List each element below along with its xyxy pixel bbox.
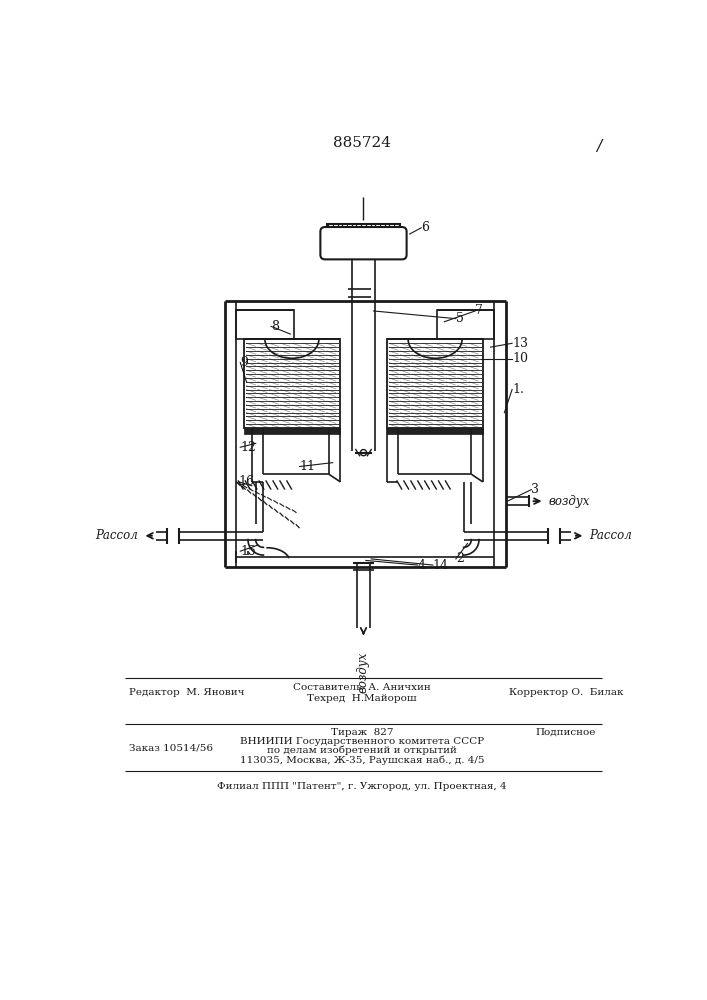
Text: воздух: воздух	[549, 495, 590, 508]
Text: 11: 11	[300, 460, 315, 473]
Text: 6: 6	[421, 221, 429, 234]
Text: Редактор  М. Янович: Редактор М. Янович	[129, 688, 244, 697]
Text: 7: 7	[475, 304, 483, 317]
Text: 8: 8	[271, 320, 279, 333]
Text: 14: 14	[433, 559, 449, 572]
Text: 885724: 885724	[333, 136, 391, 150]
Text: 16: 16	[239, 475, 255, 488]
Text: Филиал ППП "Патент", г. Ужгород, ул. Проектная, 4: Филиал ППП "Патент", г. Ужгород, ул. Про…	[217, 782, 507, 791]
Text: 1.: 1.	[512, 383, 524, 396]
Text: Корректор О.  Билак: Корректор О. Билак	[509, 688, 624, 697]
FancyBboxPatch shape	[320, 227, 407, 259]
Text: Составитель  А. Аничхин: Составитель А. Аничхин	[293, 683, 431, 692]
Text: 5: 5	[456, 312, 464, 325]
Text: воздух: воздух	[357, 651, 370, 693]
Text: 12: 12	[240, 441, 256, 454]
Text: 2: 2	[456, 552, 464, 565]
Text: 9: 9	[240, 356, 248, 369]
Text: 10: 10	[512, 352, 528, 365]
Text: Техред  Н.Майорош: Техред Н.Майорош	[307, 694, 416, 703]
Bar	[387, 428, 483, 434]
Bar	[387, 339, 483, 428]
Text: Подписное: Подписное	[536, 728, 596, 737]
Text: /: /	[596, 139, 601, 154]
Bar	[236, 310, 294, 339]
Text: 15: 15	[240, 545, 256, 558]
Bar	[437, 310, 494, 339]
Text: 3: 3	[532, 483, 539, 496]
Bar	[244, 428, 340, 434]
Bar	[327, 224, 400, 255]
Text: Рассол: Рассол	[589, 529, 632, 542]
Text: по делам изобретений и открытий: по делам изобретений и открытий	[267, 746, 457, 755]
Text: 4: 4	[417, 559, 426, 572]
Text: Рассол: Рассол	[95, 529, 138, 542]
Text: 13: 13	[512, 337, 528, 350]
Text: ВНИИПИ Государственного комитета СССР: ВНИИПИ Государственного комитета СССР	[240, 737, 484, 746]
Text: Тираж  827: Тираж 827	[331, 728, 393, 737]
Text: 113035, Москва, Ж-35, Раушская наб., д. 4/5: 113035, Москва, Ж-35, Раушская наб., д. …	[240, 755, 484, 765]
Text: Заказ 10514/56: Заказ 10514/56	[129, 743, 213, 752]
Bar	[244, 339, 340, 428]
